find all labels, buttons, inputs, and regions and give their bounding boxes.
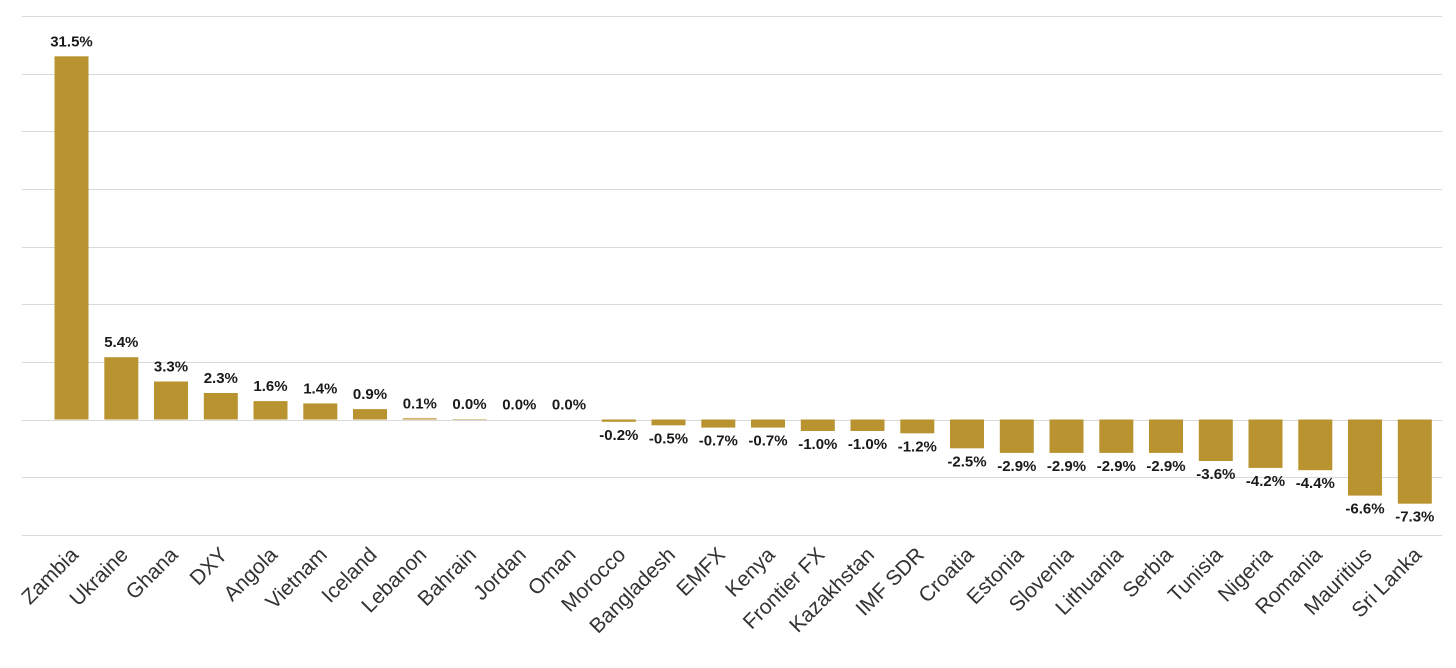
data-label: -7.3%	[1395, 509, 1434, 526]
x-tick-label: Jordan	[469, 543, 531, 605]
data-label: -2.9%	[997, 458, 1036, 475]
bar-emfx	[701, 419, 736, 428]
data-label: 1.4%	[303, 380, 337, 397]
data-label: 0.9%	[353, 386, 387, 403]
data-label: -1.0%	[848, 436, 887, 453]
data-label: 0.1%	[403, 395, 437, 412]
data-label: 1.6%	[253, 378, 287, 395]
bar-zambia	[54, 56, 89, 420]
data-label: -0.7%	[748, 433, 787, 450]
bar-romania	[1298, 419, 1333, 471]
x-tick-label: Ghana	[122, 543, 183, 604]
bar-slovenia	[1049, 419, 1084, 453]
data-label: -1.0%	[798, 436, 837, 453]
bar-kazakhstan	[850, 419, 885, 431]
data-label: -4.4%	[1296, 475, 1335, 492]
data-label: 31.5%	[50, 33, 93, 50]
bar-sri-lanka	[1397, 419, 1432, 504]
data-label: -2.9%	[1047, 458, 1086, 475]
data-label: -2.5%	[947, 453, 986, 470]
bar-tunisia	[1198, 419, 1233, 461]
data-label: -4.2%	[1246, 473, 1285, 490]
bar-croatia	[950, 419, 984, 449]
data-label: 0.0%	[502, 397, 536, 414]
gridlines	[22, 16, 1442, 536]
data-label: -2.9%	[1097, 458, 1136, 475]
bars	[54, 56, 1432, 504]
bar-nigeria	[1248, 419, 1283, 468]
x-tick-label: EMFX	[672, 543, 730, 601]
bar-morocco	[601, 419, 636, 422]
data-label: 0.0%	[552, 397, 586, 414]
bar-kenya	[751, 419, 785, 428]
bar-imf-sdr	[900, 419, 935, 434]
x-tick-label: Tunisia	[1164, 543, 1228, 607]
data-label: 5.4%	[104, 334, 138, 351]
bar-bangladesh	[651, 419, 686, 426]
data-label: -0.2%	[599, 427, 638, 444]
data-labels: 31.5% 5.4% 3.3% 2.3% 1.6% 1.4% 0.9% 0.1% 0.0% 0.0…	[50, 33, 1434, 525]
bar-estonia	[999, 419, 1034, 453]
data-label: -0.5%	[649, 430, 688, 447]
bar-lithuania	[1099, 419, 1134, 453]
bar-angola	[253, 401, 288, 420]
data-label: -1.2%	[898, 438, 937, 455]
bar-vietnam	[303, 403, 338, 420]
data-label: -3.6%	[1196, 466, 1235, 483]
bar-ukraine	[104, 357, 139, 420]
data-label: 3.3%	[154, 359, 188, 376]
data-label: 2.3%	[204, 370, 238, 387]
bar-lebanon	[402, 418, 437, 420]
bar-serbia	[1149, 419, 1183, 453]
data-label: -0.7%	[699, 433, 738, 450]
bar-ghana	[154, 381, 188, 420]
data-label: 0.0%	[452, 396, 486, 413]
bar-frontier-fx	[800, 419, 835, 431]
data-label: -6.6%	[1345, 501, 1384, 518]
bar-bahrain	[452, 419, 487, 420]
bar-mauritius	[1348, 419, 1382, 496]
data-label: -2.9%	[1146, 458, 1185, 475]
bar-dxy	[203, 393, 238, 420]
bar-iceland	[353, 409, 387, 420]
